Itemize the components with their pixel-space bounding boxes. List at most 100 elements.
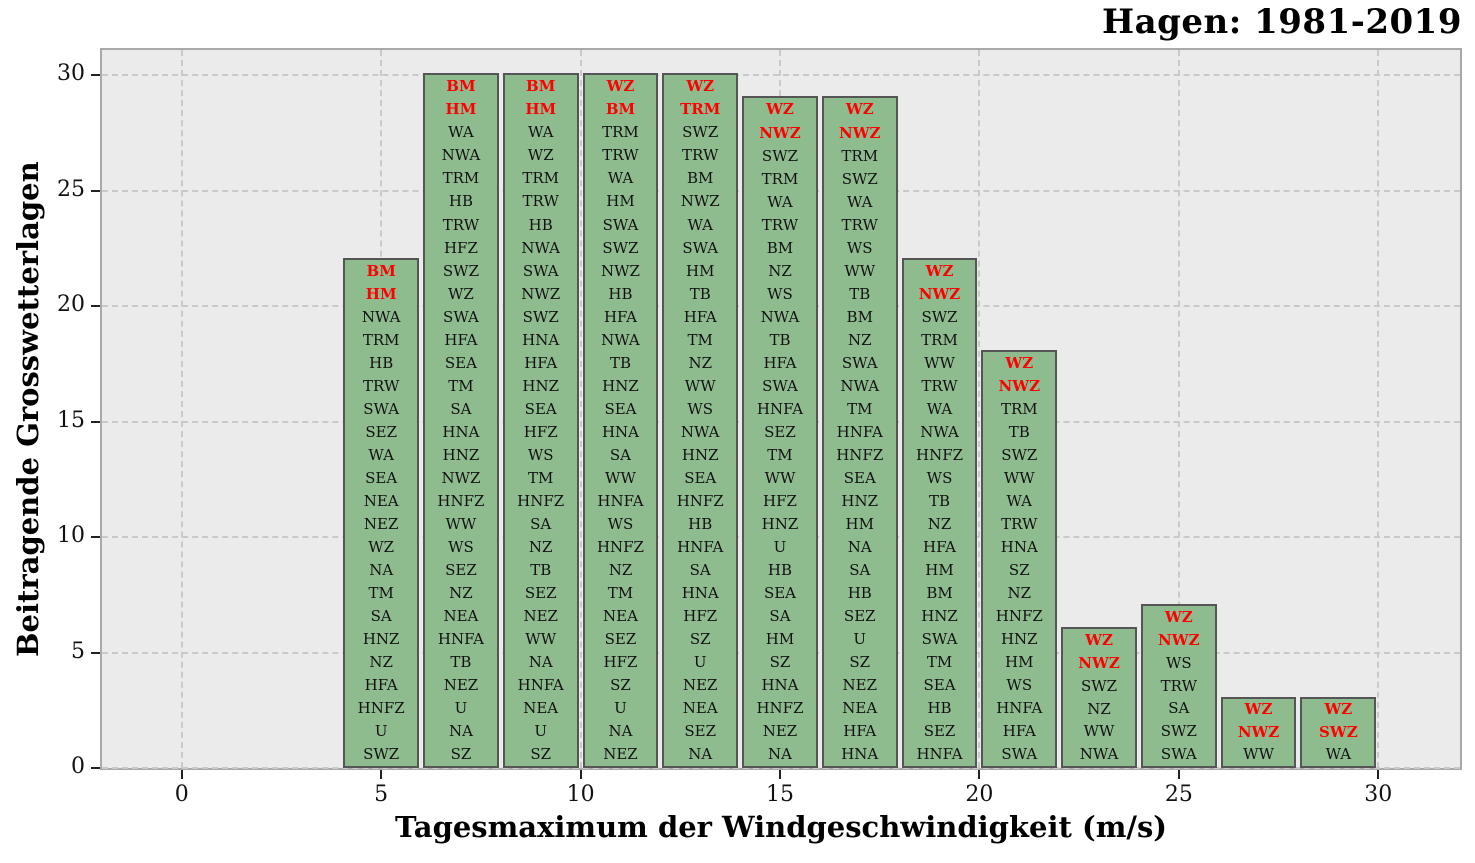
x-tick-label: 15 (766, 782, 794, 807)
gwl-label: WS (687, 399, 714, 418)
gwl-label: WW (525, 629, 557, 648)
x-tick-label: 5 (374, 782, 389, 807)
gwl-label: U (534, 721, 548, 740)
gwl-label: SEZ (764, 422, 796, 441)
gwl-label: SWA (682, 238, 719, 257)
gwl-label: HFA (444, 330, 478, 349)
gwl-label: HNZ (921, 607, 958, 626)
gwl-label: WZ (766, 100, 794, 119)
gwl-label: NEA (603, 606, 638, 625)
gwl-label: HM (445, 100, 477, 119)
y-tick-label: 25 (57, 176, 85, 202)
gwl-label: TRM (680, 100, 721, 119)
gwl-label: HFA (603, 307, 637, 326)
bar-x7: BM HM WA NWA TRM HB TRW HFZ SWZ WZ SWA HFA SEA TM SA HN… (423, 73, 499, 768)
gwl-label: NWZ (1078, 654, 1120, 673)
gwl-label: WZ (1005, 354, 1034, 373)
y-tick-mark (91, 767, 100, 769)
y-tick-mark (91, 536, 100, 539)
gwl-label: HNZ (681, 445, 719, 464)
gwl-label: HNFA (916, 745, 963, 764)
chart-title: Hagen: 1981-2019 (1101, 2, 1462, 42)
gwl-label: NEZ (762, 721, 798, 740)
gwl-label: SWZ (1080, 676, 1118, 695)
x-axis-label: Tagesmaximum der Windgeschwindigkeit (m/… (394, 810, 1168, 844)
gwl-label: WZ (527, 146, 554, 165)
gwl-label: SWZ (522, 307, 559, 326)
gwl-label: HB (767, 560, 793, 579)
gwl-label: HFA (1002, 721, 1036, 740)
gwl-label: SZ (450, 744, 472, 763)
gwl-label: HFZ (763, 491, 797, 510)
gridline-horizontal (102, 74, 1460, 77)
gwl-label: SWZ (442, 261, 479, 280)
y-tick-mark (91, 305, 100, 308)
gwl-label: U (853, 629, 867, 648)
y-tick-mark (91, 651, 100, 654)
gwl-label: WW (684, 376, 716, 395)
gwl-label: HFZ (443, 238, 478, 257)
gwl-label: HNZ (1000, 630, 1038, 649)
gwl-label: TRW (362, 377, 400, 396)
gwl-label: SEZ (365, 423, 397, 442)
gwl-label: HNA (841, 744, 879, 763)
gwl-label: HNZ (442, 445, 480, 464)
gwl-label: HNZ (841, 491, 879, 510)
gwl-label: SZ (689, 629, 711, 648)
gwl-label: NEA (523, 698, 559, 717)
gwl-label: SZ (849, 652, 871, 671)
gwl-label: NEA (842, 698, 878, 717)
gwl-label: SA (849, 560, 871, 579)
x-tick-mark (1377, 770, 1380, 779)
gwl-label: WZ (925, 262, 954, 281)
x-tick-mark (779, 770, 781, 779)
gwl-label: NWA (601, 330, 640, 349)
x-tick-label: 30 (1364, 782, 1393, 807)
x-tick-mark (579, 770, 582, 779)
gwl-label: SEZ (524, 583, 557, 602)
gwl-label: SZ (1008, 561, 1030, 580)
gridline-vertical (978, 50, 981, 768)
gwl-label: TM (607, 583, 634, 602)
gwl-label: HFZ (683, 606, 718, 625)
gwl-label: HM (525, 100, 557, 119)
gwl-label: HFA (843, 721, 877, 740)
gwl-label: TM (368, 584, 394, 603)
gwl-label: NA (608, 721, 633, 740)
gwl-label: NEA (443, 606, 479, 625)
gwl-label: SEA (843, 468, 876, 487)
x-tick-mark (180, 770, 183, 779)
gwl-label: HNFZ (915, 446, 964, 465)
y-tick-mark (91, 189, 100, 192)
gwl-label: NEZ (603, 744, 638, 763)
gwl-label: NWZ (441, 468, 481, 487)
gwl-label: SEA (444, 353, 477, 372)
gwl-label: NZ (369, 653, 393, 672)
gwl-label: WS (767, 284, 793, 303)
gwl-label: TM (847, 399, 873, 418)
gwl-label: HB (528, 215, 553, 234)
gwl-label: HB (927, 699, 952, 718)
gwl-label: HNFA (437, 629, 485, 648)
gwl-label: HNZ (602, 376, 639, 395)
gwl-label: BM (366, 262, 396, 281)
gwl-label: SWZ (1319, 722, 1358, 741)
gwl-label: TRM (442, 169, 480, 188)
gwl-label: WW (445, 514, 477, 533)
y-tick-label: 30 (57, 61, 85, 87)
bar-x23: WZ NWZ SWZ NZ WW NWA (1061, 627, 1137, 768)
gwl-label: HNFZ (995, 607, 1043, 626)
gwl-label: HNFZ (676, 491, 724, 510)
gwl-label: NWA (441, 146, 481, 165)
gwl-label: WS (926, 469, 953, 488)
gwl-label: HNA (681, 583, 719, 602)
gwl-label: TB (1008, 423, 1030, 442)
gwl-label: WW (924, 354, 955, 373)
gwl-label: SZ (769, 652, 791, 671)
x-tick-mark (380, 770, 383, 779)
gwl-label: U (614, 698, 627, 717)
gwl-label: NA (688, 744, 713, 763)
gwl-label: NEZ (682, 675, 718, 694)
gwl-label: TRM (362, 331, 400, 350)
gwl-label: SA (689, 560, 711, 579)
